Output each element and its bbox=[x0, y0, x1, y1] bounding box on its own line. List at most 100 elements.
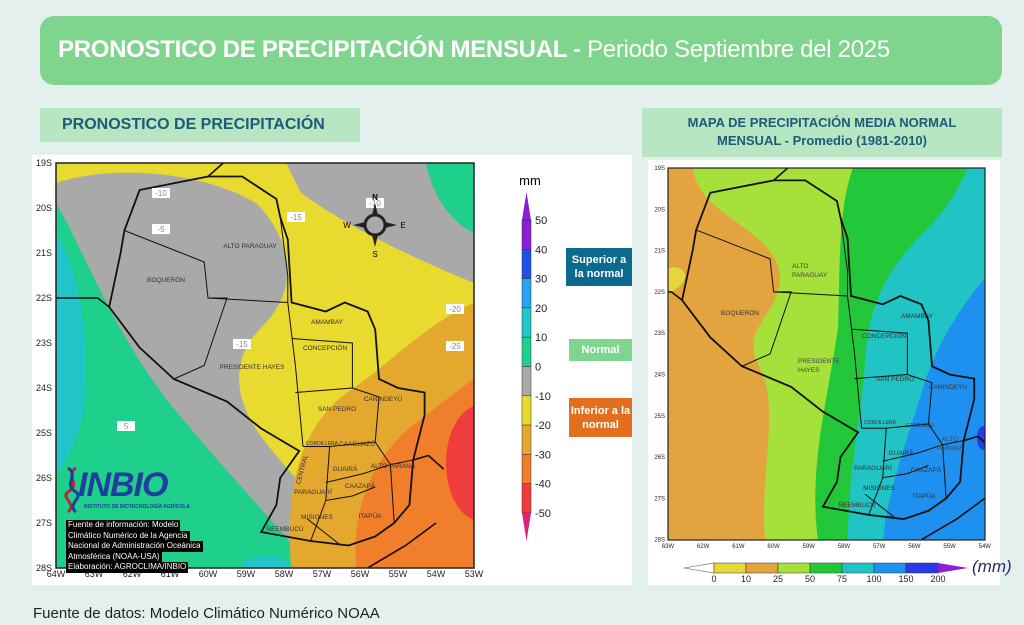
normal-colorbar-unit: (mm) bbox=[972, 557, 1012, 576]
field-green-north bbox=[426, 163, 474, 233]
lon-tick-label: 55W bbox=[389, 569, 408, 579]
colorbar-tick-label: 10 bbox=[741, 574, 751, 584]
normal-map-frame bbox=[667, 167, 986, 541]
colorbar-segment bbox=[521, 395, 532, 426]
lon-tick-label: 64W bbox=[47, 569, 66, 579]
contour-label: -25 bbox=[449, 342, 461, 351]
contour-label: -20 bbox=[449, 305, 461, 314]
department-label: CAAZAPÁ bbox=[345, 481, 376, 490]
colorbar-segment bbox=[521, 483, 532, 514]
department-label: ITAPÚA bbox=[913, 491, 937, 500]
department-label: ÑEEMBUCÚ bbox=[838, 500, 876, 509]
contour-label: -15 bbox=[236, 340, 248, 349]
department-label: MISIONES bbox=[863, 485, 895, 492]
field-gray-north bbox=[286, 163, 474, 283]
lon-tick-label: 63W bbox=[85, 569, 104, 579]
field-yellow bbox=[668, 267, 685, 293]
department-label: CORDILLERA bbox=[306, 441, 339, 447]
forecast-section-header: PRONOSTICO DE PRECIPITACIÓN bbox=[40, 108, 360, 142]
colorbar-tick-label: 40 bbox=[535, 244, 547, 256]
normal-section-title-line1: MAPA DE PRECIPITACIÓN MEDIA NORMAL bbox=[687, 115, 957, 130]
colorbar-arrow-bottom bbox=[522, 513, 531, 541]
colorbar-tick-label: 50 bbox=[805, 574, 815, 584]
colorbar-segment bbox=[745, 562, 779, 574]
lat-tick-label: 20S bbox=[36, 203, 52, 213]
colorbar-segment bbox=[777, 562, 811, 574]
lat-tick-label: 22S bbox=[36, 293, 52, 303]
contour-label-bg bbox=[287, 212, 305, 222]
compass-w: W bbox=[343, 221, 351, 230]
colorbar-tick-label: -40 bbox=[535, 479, 551, 491]
normal-precip-field bbox=[668, 168, 985, 540]
field-darkblue bbox=[977, 426, 985, 450]
department-label: CAAGUAZÚ bbox=[339, 439, 375, 448]
legend-above-normal: Superior a la normal bbox=[566, 248, 632, 286]
legend-below-normal: Inferior a la normal bbox=[569, 398, 632, 437]
normal-map-borders bbox=[668, 168, 985, 540]
department-label: SAN PEDRO bbox=[318, 406, 356, 413]
lon-tick-label: 54W bbox=[427, 569, 446, 579]
colorbar-tick-label: 30 bbox=[535, 274, 547, 286]
department-label: GUAIRÁ bbox=[333, 464, 359, 473]
department-label: ALTO PARAGUAY bbox=[792, 263, 828, 279]
field-orange bbox=[668, 168, 780, 540]
forecast-map-labels: ALTO PARAGUAY BOQUERÓN AMAMBAY CONCEPCIÓN PR… bbox=[117, 188, 464, 533]
department-border bbox=[291, 338, 353, 393]
logo-subtitle: INSTITUTO DE BIOTECNOLOGÍA AGRÍCOLA bbox=[84, 504, 190, 510]
contour-label: -10 bbox=[155, 189, 167, 198]
lat-tick-label: 28S bbox=[654, 538, 665, 544]
source-note: Fuente de información: Modelo Climático … bbox=[66, 520, 203, 573]
lon-tick-label: 55W bbox=[943, 544, 956, 550]
lon-tick-label: 62W bbox=[697, 544, 710, 550]
department-label: SAN PEDRO bbox=[876, 376, 914, 383]
colorbar-segment bbox=[521, 454, 532, 484]
source-note-line: Nacional de Administración Oceánica bbox=[66, 541, 203, 552]
colorbar-segment bbox=[873, 562, 907, 574]
colorbar-segment bbox=[521, 424, 532, 455]
title-main: PRONOSTICO DE PRECIPITACIÓN MENSUAL - bbox=[58, 36, 588, 63]
lat-tick-label: 27S bbox=[36, 518, 52, 528]
lat-tick-label: 21S bbox=[654, 249, 665, 255]
colorbar-arrow-left bbox=[683, 562, 715, 574]
colorbar-tick-label: 10 bbox=[535, 332, 547, 344]
forecast-map-borders bbox=[56, 163, 445, 568]
normal-colorbar: 0 10 25 50 75 100 150 200 bbox=[683, 562, 968, 584]
data-source-footer: Fuente de datos: Modelo Climático Numéri… bbox=[33, 605, 380, 622]
lat-tick-label: 26S bbox=[36, 473, 52, 483]
international-border bbox=[668, 291, 683, 301]
department-border bbox=[325, 459, 414, 483]
department-label: MISIONES bbox=[301, 514, 333, 521]
inbio-logo: INBIO INSTITUTO DE BIOTECNOLOGÍA AGRÍCOL… bbox=[62, 466, 192, 514]
source-note-line: Fuente de información: Modelo bbox=[66, 520, 181, 531]
colorbar-segment bbox=[521, 307, 532, 338]
colorbar-tick-label: 100 bbox=[866, 574, 881, 584]
department-label: CONCEPCIÓN bbox=[303, 343, 347, 352]
compass-rose-icon: N S E W bbox=[343, 193, 405, 259]
contour-label-bg bbox=[446, 341, 464, 351]
international-border bbox=[207, 163, 224, 178]
colorbar-tick-label: -50 bbox=[535, 508, 551, 520]
department-label: CORDILLERA bbox=[864, 420, 897, 426]
lat-tick-label: 23S bbox=[654, 331, 665, 337]
lon-tick-label: 62W bbox=[123, 569, 142, 579]
normal-section-title-line2: MENSUAL - Promedio (1981-2010) bbox=[717, 133, 927, 148]
logo-text: INBIO bbox=[78, 466, 168, 504]
international-border bbox=[412, 454, 445, 470]
country-border bbox=[681, 179, 976, 520]
lon-tick-label: 56W bbox=[908, 544, 921, 550]
forecast-colorbar: 50 40 30 20 10 0 -10 -20 -30 -40 -50 bbox=[521, 192, 551, 541]
contour-label: -15 bbox=[290, 213, 302, 222]
lon-tick-label: 61W bbox=[161, 569, 180, 579]
field-red bbox=[446, 406, 474, 520]
field-cyan-south bbox=[241, 556, 291, 568]
colorbar-segment bbox=[905, 562, 939, 574]
compass-n: N bbox=[372, 193, 378, 202]
lat-tick-label: 23S bbox=[36, 338, 52, 348]
international-border bbox=[963, 435, 985, 444]
international-border bbox=[773, 168, 789, 181]
colorbar-arrow-right bbox=[938, 563, 968, 573]
department-border bbox=[306, 518, 342, 546]
